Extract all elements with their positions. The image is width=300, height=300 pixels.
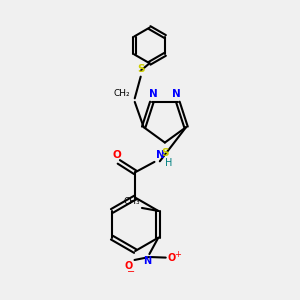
Text: O: O bbox=[112, 150, 121, 160]
Text: CH₃: CH₃ bbox=[124, 197, 140, 206]
Text: N: N bbox=[149, 89, 158, 99]
Text: −: − bbox=[127, 266, 135, 277]
Text: O: O bbox=[125, 262, 133, 272]
Text: O: O bbox=[167, 253, 176, 262]
Text: N: N bbox=[156, 150, 165, 161]
Text: H: H bbox=[165, 158, 172, 168]
Text: +: + bbox=[175, 250, 182, 259]
Text: CH₂: CH₂ bbox=[114, 89, 130, 98]
Text: N: N bbox=[172, 89, 181, 99]
Text: S: S bbox=[137, 64, 144, 74]
Text: N: N bbox=[143, 256, 151, 266]
Text: S: S bbox=[161, 148, 169, 158]
